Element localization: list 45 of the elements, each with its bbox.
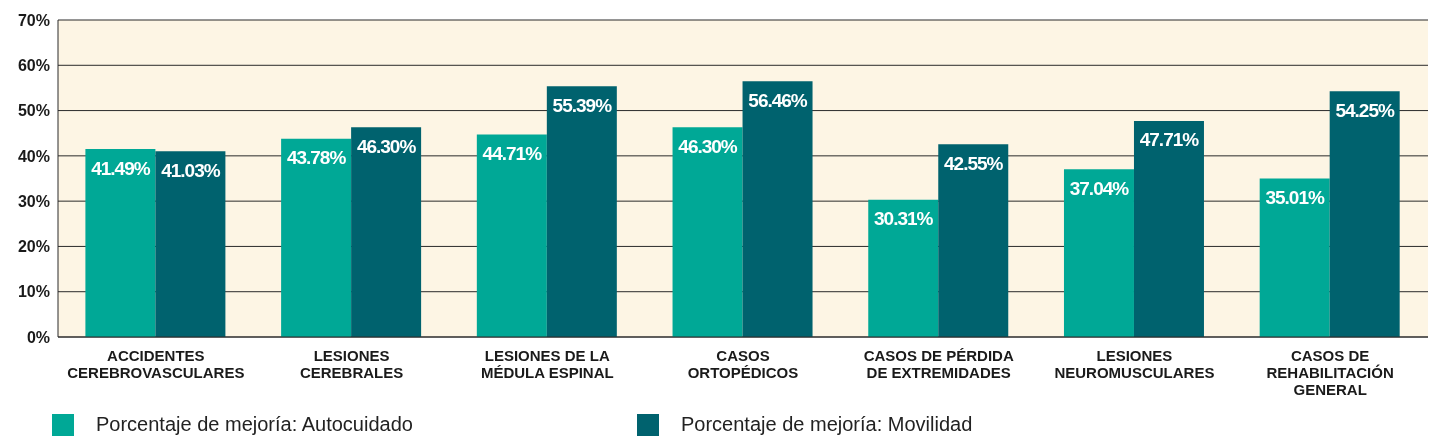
data-label: 43.78%	[286, 147, 347, 169]
x-tick-label: ACCIDENTES CEREBROVASCULARES	[67, 347, 245, 381]
x-tick-label: LESIONES NEUROMUSCULARES	[1054, 347, 1215, 381]
x-tick-label: LESIONES DE LA MÉDULA ESPINAL	[480, 347, 614, 381]
data-label: 56.46%	[748, 89, 808, 111]
data-label: 55.39%	[552, 94, 613, 116]
bar	[546, 86, 617, 337]
data-label: 46.30%	[356, 135, 417, 157]
y-tick-label: 20%	[17, 238, 50, 256]
data-label: 30.31%	[874, 208, 934, 230]
data-label: 37.04%	[1069, 177, 1130, 199]
bar	[938, 144, 1009, 337]
x-tick-label: CASOS DE PÉRDIDA DE EXTREMIDADES	[863, 347, 1014, 381]
bar	[1259, 178, 1330, 337]
bar	[672, 127, 743, 337]
bar	[868, 199, 939, 337]
bar	[1063, 169, 1134, 337]
data-label: 42.55%	[944, 152, 1004, 174]
data-label: 54.25%	[1335, 99, 1396, 121]
bar	[351, 127, 422, 337]
bar	[1329, 91, 1400, 337]
bar	[1133, 120, 1204, 337]
bar	[476, 134, 547, 337]
y-tick-label: 70%	[17, 11, 50, 29]
y-tick-label: 50%	[17, 102, 50, 120]
data-label: 47.71%	[1139, 129, 1200, 151]
bar	[281, 138, 352, 337]
data-label: 41.49%	[91, 157, 151, 179]
legend-label: Porcentaje de mejoría: Autocuidado	[96, 413, 413, 436]
y-tick-label: 30%	[17, 192, 50, 210]
bar	[155, 151, 226, 337]
data-label: 46.30%	[678, 135, 738, 157]
y-tick-label: 10%	[17, 283, 50, 301]
bar	[742, 81, 813, 337]
legend-label: Porcentaje de mejoría: Movilidad	[681, 413, 973, 436]
data-label: 35.01%	[1265, 186, 1326, 208]
data-label: 41.03%	[161, 159, 221, 181]
x-tick-label: CASOS ORTOPÉDICOS	[687, 347, 799, 381]
y-tick-label: 60%	[17, 56, 50, 74]
data-label: 44.71%	[482, 143, 543, 165]
x-tick-label: CASOS DE REHABILITACIÓN GENERAL	[1266, 347, 1394, 398]
y-tick-label: 0%	[26, 328, 50, 346]
x-tick-label: LESIONES CEREBRALES	[299, 347, 404, 381]
bar	[85, 149, 156, 337]
y-tick-label: 40%	[17, 147, 50, 165]
